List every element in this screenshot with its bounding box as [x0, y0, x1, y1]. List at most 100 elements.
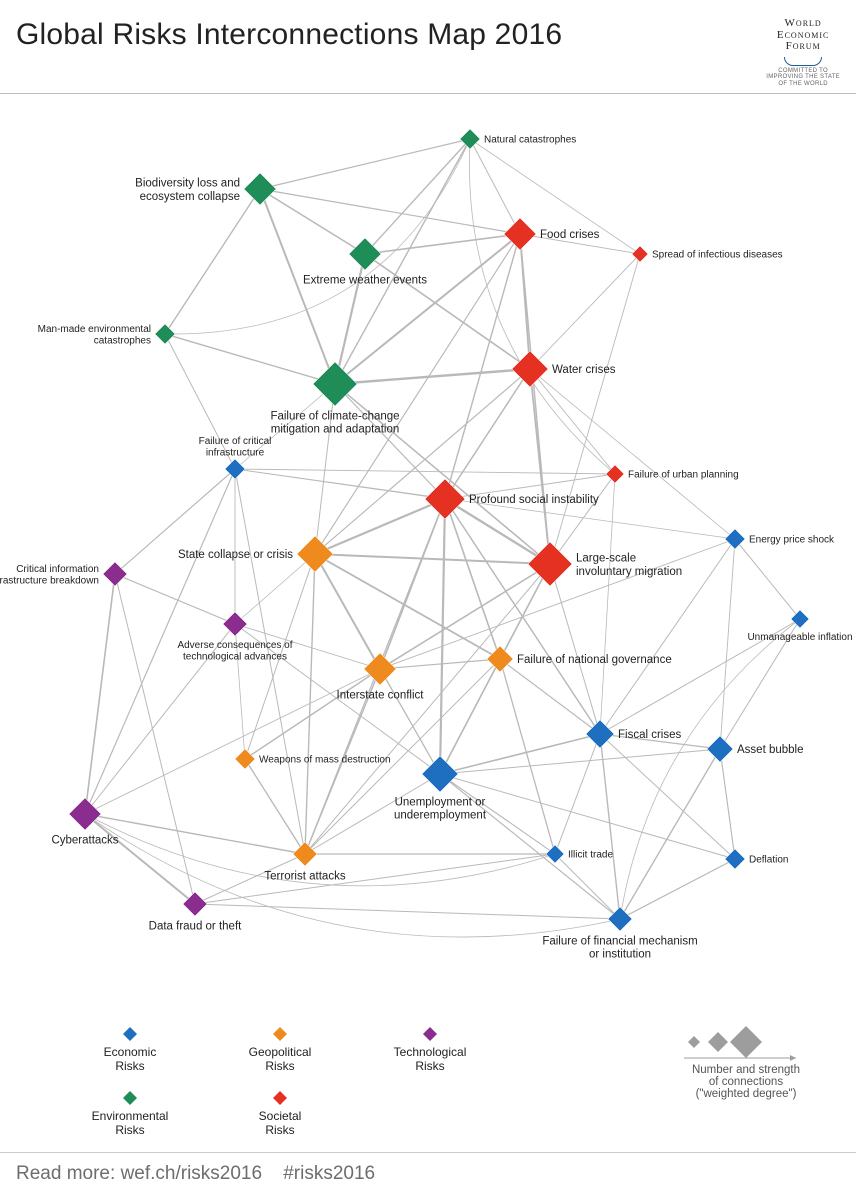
legend-item-geopolitical: GeopoliticalRisks [210, 1024, 350, 1074]
edge [380, 659, 500, 669]
node-label-climate_failure: Failure of climate-changemitigation and … [270, 411, 399, 436]
edge [555, 734, 600, 854]
wef-logo-tag1: Committed to [766, 68, 840, 75]
footer-readmore: Read more: [16, 1163, 115, 1184]
edge [735, 539, 800, 619]
node-label-natural_catastrophes: Natural catastrophes [484, 135, 576, 146]
node-label-data_fraud: Data fraud or theft [149, 921, 242, 933]
node-urban_planning [606, 465, 624, 483]
title-bar: Global Risks Interconnections Map 2016 W… [0, 0, 856, 94]
edge [555, 854, 620, 919]
edge [470, 139, 520, 234]
node-label-deflation: Deflation [749, 855, 788, 866]
node-label-interstate_conflict: Interstate conflict [337, 690, 425, 702]
node-label-unemployment: Unemployment orunderemployment [394, 797, 487, 822]
node-extreme_weather [349, 238, 381, 270]
legend-label: TechnologicalRisks [360, 1046, 500, 1074]
node-label-large_migration: Large-scaleinvoluntary migration [576, 553, 682, 578]
footer-url: wef.ch/risks2016 [121, 1163, 263, 1184]
edge [530, 369, 735, 539]
wef-logo-line1: World [766, 18, 840, 30]
edge [165, 334, 335, 384]
node-large_migration [528, 542, 572, 586]
edge [260, 189, 365, 254]
edge [720, 749, 735, 859]
legend-label: SocietalRisks [210, 1110, 350, 1138]
node-label-terrorist_attacks: Terrorist attacks [264, 871, 345, 883]
edge [115, 574, 195, 904]
edge [195, 904, 620, 919]
node-interstate_conflict [364, 653, 396, 685]
node-label-fin_mechanism: Failure of financial mechanismor institu… [542, 936, 697, 961]
wef-logo: World Economic Forum Committed to Improv… [766, 18, 840, 87]
edge [315, 554, 500, 659]
node-crit_info_breakdown [103, 562, 127, 586]
node-label-nat_governance: Failure of national governance [517, 654, 672, 666]
legend-diamond-icon [270, 1024, 290, 1044]
node-label-food_crises: Food crises [540, 229, 600, 241]
edge [550, 564, 600, 734]
node-label-fiscal_crises: Fiscal crises [618, 729, 682, 741]
node-unemployment [422, 756, 458, 792]
node-state_collapse [297, 536, 333, 572]
edge [335, 384, 445, 499]
edge [365, 139, 470, 254]
edge [315, 554, 550, 564]
node-label-social_instability: Profound social instability [469, 494, 599, 506]
edge [165, 189, 260, 334]
edge [365, 254, 530, 369]
edge [305, 554, 315, 854]
edge [85, 814, 195, 904]
edge [445, 234, 520, 499]
node-asset_bubble [707, 736, 733, 762]
edge [445, 499, 550, 564]
legend-item-economic: EconomicRisks [60, 1024, 200, 1074]
node-label-illicit_trade: Illicit trade [568, 850, 613, 861]
node-manmade_env [155, 324, 175, 344]
legend-caption-1: Number and strength [676, 1064, 816, 1076]
node-food_crises [504, 218, 536, 250]
edge [365, 234, 520, 254]
legend-item-environmental: EnvironmentalRisks [60, 1088, 200, 1138]
edge [115, 574, 235, 624]
edge [85, 814, 620, 937]
footer: Read more: wef.ch/risks2016 #risks2016 [0, 1152, 856, 1199]
node-label-crit_info_breakdown: Critical informationinfrastructure break… [0, 564, 99, 587]
edge [260, 189, 335, 384]
node-label-energy_price: Energy price shock [749, 535, 835, 546]
node-label-adverse_tech: Adverse consequences oftechnological adv… [177, 640, 292, 663]
edge [600, 474, 615, 734]
legend: EconomicRisksGeopoliticalRisks Technologi… [0, 1024, 856, 1137]
node-label-asset_bubble: Asset bubble [737, 744, 804, 756]
node-fiscal_crises [586, 720, 614, 748]
node-label-water_crises: Water crises [552, 364, 616, 376]
edge [720, 539, 735, 749]
edge [260, 139, 470, 189]
node-label-biodiversity_loss: Biodiversity loss andecosystem collapse [135, 178, 240, 203]
edge [165, 139, 470, 334]
edge [440, 734, 600, 774]
page-title: Global Risks Interconnections Map 2016 [16, 18, 562, 52]
node-data_fraud [183, 892, 207, 916]
wef-logo-tag3: of the World [766, 81, 840, 88]
node-label-infectious_diseases: Spread of infectious diseases [652, 250, 783, 261]
legend-item-technological: TechnologicalRisks [360, 1024, 500, 1074]
legend-diamond-icon [120, 1088, 140, 1108]
legend-caption-2: of connections [676, 1076, 816, 1088]
edge [550, 474, 615, 564]
legend-diamond-icon [270, 1088, 290, 1108]
node-label-state_collapse: State collapse or crisis [178, 549, 293, 561]
node-unmanageable_inflation [791, 610, 809, 628]
edge [440, 499, 445, 774]
edge [235, 469, 615, 474]
node-cyberattacks [69, 798, 101, 830]
node-critical_infra [225, 459, 245, 479]
node-label-critical_infra: Failure of criticalinfrastructure [199, 436, 272, 459]
node-biodiversity_loss [244, 173, 276, 205]
node-label-extreme_weather: Extreme weather events [303, 275, 427, 287]
edge [315, 499, 445, 554]
legend-diamond-icon [120, 1024, 140, 1044]
node-wmd [235, 749, 255, 769]
edge [600, 734, 620, 919]
edge [440, 749, 720, 774]
